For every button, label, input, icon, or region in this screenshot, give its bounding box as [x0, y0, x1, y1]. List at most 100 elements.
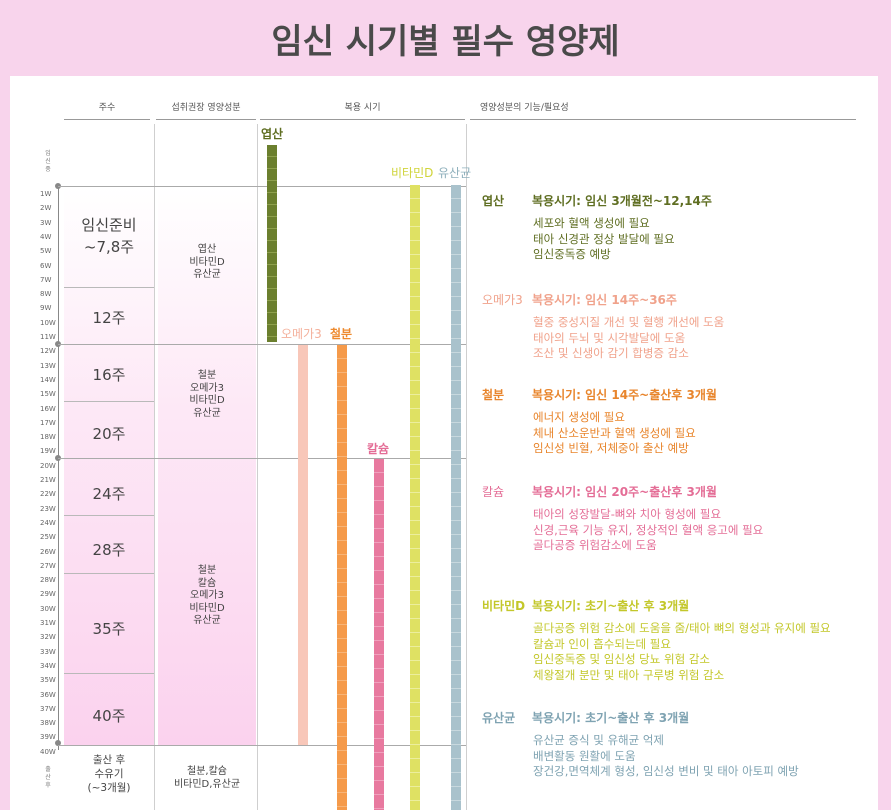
- segment-35w: 35주: [92, 620, 126, 638]
- segment-line: [64, 573, 154, 574]
- function-line: 배변활동 원활에 도움: [533, 748, 636, 763]
- function-period: 복용시기: 초기~출산 후 3개월: [532, 711, 690, 725]
- week-column-bg: [64, 187, 154, 746]
- function-line: 세포와 혈액 생성에 필요: [533, 216, 650, 230]
- week-tick-label: 26W: [40, 547, 56, 556]
- week-tick-label: 34W: [40, 661, 56, 670]
- week-tick-label: 8W: [40, 290, 52, 299]
- function-line: 임신성 빈혈, 저체중아 출산 예방: [533, 441, 689, 455]
- page-title: 임신 시기별 필수 영양제: [271, 21, 620, 62]
- function-line: 제왕절개 분만 및 태아 구루병 위험 감소: [533, 667, 725, 682]
- week-tick-label: 23W: [40, 504, 56, 513]
- week-tick-label: 20W: [40, 461, 56, 470]
- nutrients-mid: 철분 오메가3 비타민D 유산균: [189, 370, 225, 419]
- bar-label-calcium: 칼슘: [367, 442, 390, 456]
- function-description: 골다공증 위험 감소에 도움을 줌/태아 뼈의 형성과 유지에 필요 칼슘과 인이…: [533, 621, 831, 683]
- week-tick-label: 6W: [40, 261, 52, 270]
- pregnancy-side-label: 임신중: [45, 150, 51, 173]
- segment-postpartum: 출산 후 수유기 (~3개월): [87, 754, 131, 794]
- week-tick-label: 27W: [40, 561, 56, 570]
- week-tick-label: 4W: [40, 232, 52, 241]
- function-line: 신경,근육 기능 유지, 정상적인 혈액 응고에 필요: [533, 522, 764, 537]
- bar-calcium: [374, 459, 384, 810]
- week-tick-label: 18W: [40, 433, 56, 442]
- week-tick-label: 25W: [40, 533, 56, 542]
- function-line: 에너지 생성에 필요: [533, 410, 625, 424]
- week-tick-label: 24W: [40, 518, 56, 527]
- function-line: 체내 산소운반과 혈액 생성에 필요: [533, 425, 696, 440]
- bar-vitamin-d: [410, 185, 420, 810]
- nutrients-postpartum: 철분,칼슘 비타민D,유산균: [173, 766, 241, 790]
- nutrients-late: 철분 칼슘 오메가3 비타민D 유산균: [189, 565, 225, 626]
- group-line: [58, 745, 466, 746]
- header-timing: 복용 시기: [344, 103, 381, 113]
- week-tick-label: 38W: [40, 719, 56, 728]
- week-tick-label: 22W: [40, 490, 56, 499]
- function-line: 유산균 증식 및 유해균 억제: [533, 733, 665, 747]
- header-week: 주수: [98, 103, 116, 113]
- function-line: 태아 신경관 정상 발달에 필요: [533, 231, 675, 246]
- week-tick-label: 9W: [40, 304, 52, 313]
- week-tick-label: 11W: [40, 333, 56, 341]
- function-line: 골다공증 위험감소에 도움: [533, 538, 657, 552]
- function-description: 태아의 성장발달-뼈와 치아 형성에 필요 신경,근육 기능 유지, 정상적인 혈…: [533, 507, 763, 554]
- function-line: 임신중독증 예방: [533, 247, 611, 261]
- segment-28w: 28주: [92, 541, 126, 559]
- group-line: [58, 344, 466, 345]
- column-divider: [154, 124, 155, 810]
- segment-16w: 16주: [92, 366, 126, 384]
- week-tick-label: 1W: [40, 190, 52, 198]
- function-line: 조산 및 신생아 감기 합병증 감소: [533, 346, 689, 360]
- header-rule: [470, 119, 856, 120]
- bar-label-probiotics: 유산균: [438, 166, 472, 180]
- segment-20w: 20주: [92, 425, 126, 443]
- week-tick-label: 29W: [40, 590, 56, 599]
- bar-label-iron: 철분: [330, 327, 353, 341]
- bar-folic-acid: [267, 145, 277, 342]
- segment-line: [64, 515, 154, 516]
- function-description: 유산균 증식 및 유해균 억제 배변활동 원활에 도움 장건강,면역체계 형성, 임…: [533, 733, 799, 780]
- function-description: 혈중 중성지질 개선 및 혈행 개선에 도움 태아의 두뇌 및 시각발달에 도움 조…: [533, 315, 724, 362]
- function-period: 복용시기: 임신 3개월전~12,14주: [532, 194, 712, 208]
- segment-prep: 임신준비 ~7,8주: [81, 216, 137, 256]
- function-line: 골다공증 위험 감소에 도움을 줌/태아 뼈의 형성과 유지에 필요: [533, 621, 831, 635]
- function-name: 칼슘: [482, 485, 505, 499]
- header-rule: [156, 119, 256, 120]
- week-tick-label: 7W: [40, 275, 52, 284]
- week-axis: [58, 186, 59, 750]
- week-tick-label: 12W: [40, 347, 56, 356]
- function-line: 태아의 성장발달-뼈와 치아 형성에 필요: [533, 507, 722, 521]
- bar-label-vitamin-d: 비타민D: [391, 166, 434, 180]
- header-rule: [64, 119, 150, 120]
- axis-dot: [55, 740, 61, 746]
- segment-24w: 24주: [92, 485, 126, 503]
- function-period: 복용시기: 임신 14주~36주: [532, 293, 677, 307]
- function-name: 엽산: [482, 194, 505, 208]
- group-line: [58, 186, 466, 187]
- week-tick-label: 31W: [40, 619, 56, 627]
- week-tick-label: 35W: [40, 676, 56, 685]
- segment-line: [64, 673, 154, 674]
- header-function: 영양성분의 기능/필요성: [480, 103, 569, 113]
- header-rule: [260, 119, 465, 120]
- postpartum-side-label: 출산후: [45, 766, 51, 789]
- segment-line: [64, 401, 154, 402]
- nutrients-early: 엽산 비타민D 유산균: [189, 244, 225, 280]
- week-tick-label: 3W: [40, 218, 52, 227]
- bar-label-omega3: 오메가3: [281, 327, 322, 341]
- column-divider: [257, 124, 258, 810]
- week-tick-label: 36W: [40, 690, 56, 699]
- function-period: 복용시기: 임신 14주~출산후 3개월: [532, 388, 717, 402]
- group-line: [58, 458, 466, 459]
- week-tick-label: 28W: [40, 576, 56, 585]
- column-divider: [466, 124, 467, 810]
- week-tick-label: 10W: [40, 318, 56, 327]
- function-period: 복용시기: 임신 20주~출산후 3개월: [532, 485, 717, 499]
- week-tick-label: 21W: [40, 476, 56, 484]
- function-name: 유산균: [482, 711, 516, 725]
- function-line: 임신중독증 및 임신성 당뇨 위험 감소: [533, 652, 710, 666]
- function-line: 장건강,면역체계 형성, 임신성 변비 및 태아 아토피 예방: [533, 764, 799, 778]
- week-tick-label: 5W: [40, 247, 52, 256]
- week-tick-label: 37W: [40, 704, 56, 713]
- bar-label-folic-acid: 엽산: [261, 127, 284, 141]
